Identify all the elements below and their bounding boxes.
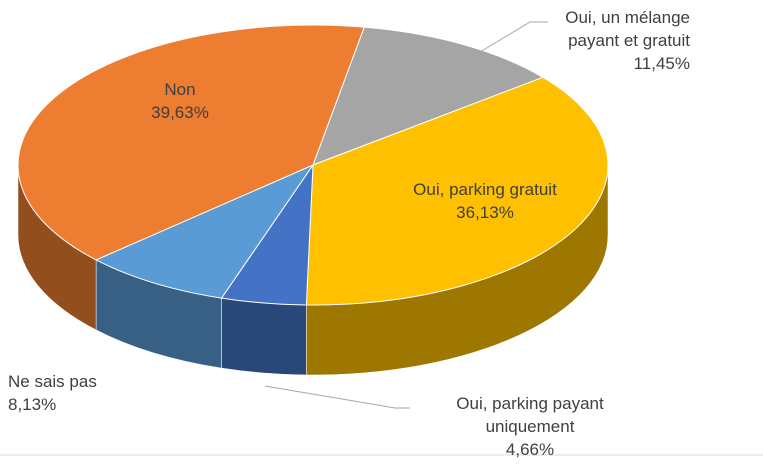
category-label: Non (164, 80, 196, 99)
value-label: 11,45% (633, 54, 690, 73)
slice (305, 76, 609, 306)
category-label: Oui, un mélange payant et gratuit (565, 8, 690, 50)
category-label: Ne sais pas (8, 372, 97, 391)
leader-line (264, 385, 410, 409)
data-label: Oui, parking payant uniquement 4,66% (420, 392, 640, 461)
slice (312, 26, 545, 166)
data-label: Oui, parking gratuit 36,13% (385, 178, 585, 224)
value-label: 8,13% (8, 395, 57, 414)
value-label: 39,63% (151, 103, 209, 122)
value-label: 36,13% (456, 203, 514, 222)
data-label: Oui, un mélange payant et gratuit 11,45% (540, 6, 690, 75)
slice (17, 24, 365, 261)
slice (94, 163, 315, 299)
leader-line (469, 21, 548, 59)
slice-side (221, 297, 307, 376)
data-label: Ne sais pas 8,13% (8, 370, 128, 416)
category-label: Oui, parking payant uniquement (456, 394, 604, 436)
data-label: Non 39,63% (110, 78, 250, 124)
value-label: 4,66% (505, 440, 555, 459)
category-label: Oui, parking gratuit (413, 180, 557, 199)
